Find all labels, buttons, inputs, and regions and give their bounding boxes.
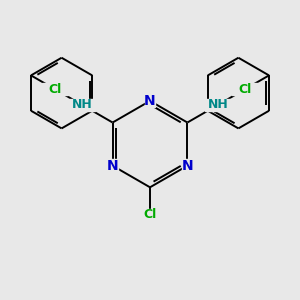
Bar [137, 209, 163, 221]
Text: NH: NH [72, 98, 92, 111]
Text: N: N [182, 159, 193, 173]
Text: N: N [107, 159, 118, 173]
Text: NH: NH [208, 98, 228, 111]
Text: Cl: Cl [48, 82, 62, 96]
Bar [145, 94, 155, 107]
Text: Cl: Cl [238, 82, 252, 96]
Text: N: N [144, 94, 156, 108]
Bar [205, 99, 231, 111]
Bar [69, 99, 95, 111]
Bar [42, 83, 68, 95]
Bar [107, 159, 118, 172]
Text: Cl: Cl [143, 208, 157, 221]
Bar [182, 159, 193, 172]
Bar [232, 83, 258, 95]
